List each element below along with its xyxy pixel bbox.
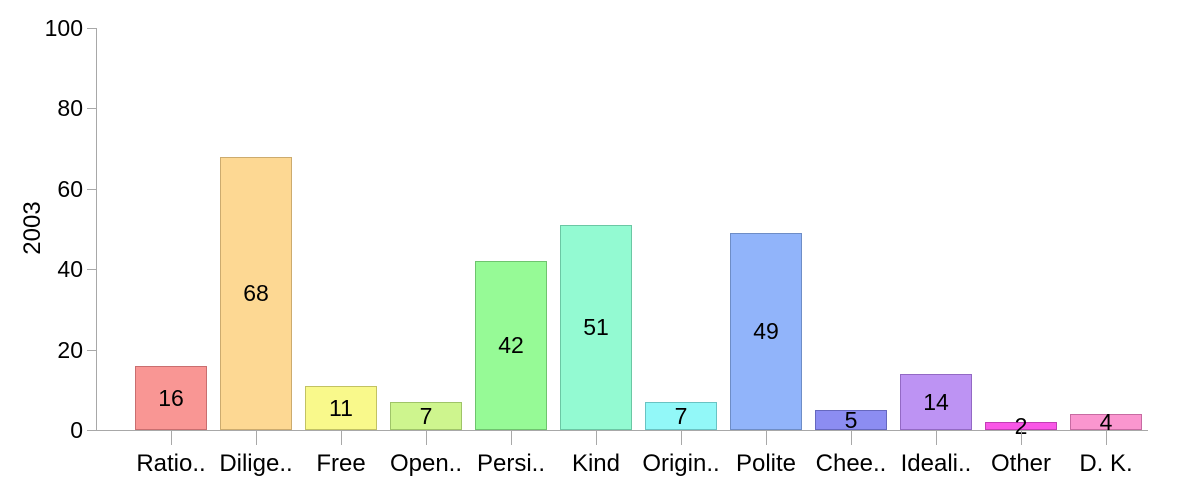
bar-value-label: 16 — [158, 384, 184, 411]
x-category-label: Dilige.. — [219, 450, 293, 477]
y-tick-label: 80 — [57, 95, 83, 122]
y-tick-mark — [87, 269, 96, 271]
bar-value-label: 11 — [329, 394, 353, 421]
x-tick-mark — [256, 431, 257, 445]
y-tick-label: 0 — [70, 417, 83, 443]
bar-value-label: 68 — [243, 280, 269, 306]
y-tick-label: 100 — [44, 15, 83, 41]
x-category-label: Other — [990, 450, 1052, 477]
bar-d-k: 4 — [1070, 409, 1142, 435]
x-tick-mark — [1021, 431, 1022, 445]
x-category-label: Ratio.. — [136, 450, 206, 477]
bar-value-label: 7 — [419, 402, 433, 429]
y-tick-mark — [87, 108, 96, 110]
bar-value-label: 14 — [923, 388, 949, 415]
x-category-label: D. K. — [1079, 450, 1133, 477]
x-category-label: Free — [316, 450, 366, 477]
bar-ratio: 16 — [135, 366, 207, 430]
bar-other: 2 — [985, 413, 1057, 439]
bar-value-label: 51 — [583, 314, 609, 340]
y-tick-label: 20 — [57, 336, 83, 363]
x-tick-mark — [681, 431, 682, 445]
x-category-label: Origin.. — [642, 450, 720, 477]
y-tick-label: 60 — [57, 175, 83, 202]
bar-value-label: 42 — [498, 332, 524, 358]
x-category-label: Polite — [735, 450, 797, 477]
y-tick-mark — [87, 349, 96, 351]
bar-free: 11 — [305, 386, 377, 430]
bar-ideali: 14 — [900, 374, 972, 430]
x-tick-mark — [936, 431, 937, 445]
x-tick-mark — [426, 431, 427, 445]
bar-value-label: 4 — [1099, 408, 1113, 435]
x-category-label: Chee.. — [815, 450, 887, 477]
y-axis-line — [96, 28, 97, 431]
bar-value-label: 49 — [753, 318, 779, 344]
x-category-label: Persi.. — [476, 450, 545, 477]
bar-value-label: 7 — [674, 402, 688, 429]
x-tick-mark — [511, 431, 512, 445]
bar-open: 7 — [390, 402, 462, 430]
y-tick-mark — [87, 188, 96, 190]
bar-polite: 49 — [730, 233, 802, 430]
x-tick-mark — [596, 431, 597, 445]
bar-value-label: 5 — [844, 406, 858, 433]
x-tick-mark — [766, 431, 767, 445]
y-tick-mark — [87, 28, 96, 29]
x-tick-mark — [341, 431, 342, 445]
bar-chee: 5 — [815, 407, 887, 433]
bar-dilige: 68 — [220, 157, 292, 430]
bar-origin: 7 — [645, 402, 717, 430]
bar-persi: 42 — [475, 261, 547, 430]
x-category-label: Open.. — [389, 450, 463, 477]
x-tick-mark — [1106, 431, 1107, 445]
y-tick-label: 40 — [57, 256, 83, 283]
bar-value-label: 2 — [1014, 412, 1028, 439]
x-category-label: Kind — [571, 450, 621, 477]
x-category-label: Ideali.. — [900, 450, 972, 477]
y-tick-mark — [87, 430, 96, 431]
x-tick-mark — [171, 431, 172, 445]
x-axis-line — [96, 430, 1148, 431]
x-tick-mark — [851, 431, 852, 445]
bar-kind: 51 — [560, 225, 632, 430]
